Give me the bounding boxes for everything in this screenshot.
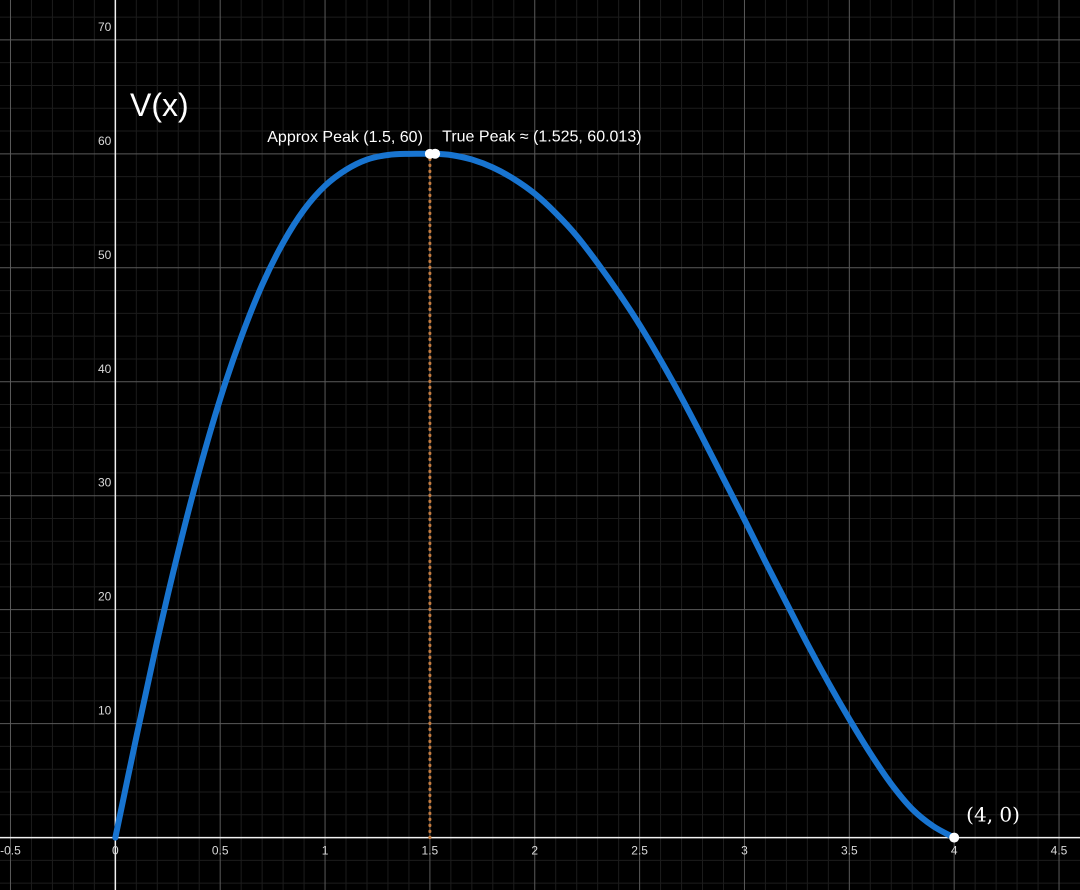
point-label: (4, 0) [966,803,1020,827]
x-tick-label: 0.5 [212,844,229,858]
y-tick-label: 50 [98,248,112,262]
y-tick-label: 10 [98,704,112,718]
x-tick-label: -0.5 [0,844,21,858]
point-label: Approx Peak (1.5, 60) [267,129,423,146]
x-tick-label: 3.5 [841,844,858,858]
points-group[interactable]: Approx Peak (1.5, 60) True Peak ≈ (1.525,… [267,129,1020,843]
point-label: True Peak ≈ (1.525, 60.013) [442,129,641,146]
x-tick-label: 1 [322,844,329,858]
tick-labels: -0.5 0 0.5 1 1.5 2 2.5 3 3.5 4 4.5 10 20 30 40 50 60 70 [0,20,1068,858]
x-tick-label: 4.5 [1051,844,1068,858]
function-curve[interactable] [112,150,958,841]
function-label: V(x) [130,87,189,123]
x-tick-label: 3 [741,844,748,858]
y-tick-label: 30 [98,476,112,490]
y-tick-label: 20 [98,590,112,604]
x-tick-label: 1.5 [422,844,439,858]
curve-group[interactable] [112,150,958,841]
y-tick-label: 60 [98,134,112,148]
x-tick-label: 2 [531,844,538,858]
point-marker[interactable] [949,832,960,843]
x-tick-label: 0 [112,844,119,858]
y-tick-label: 70 [98,20,112,34]
y-tick-label: 40 [98,362,112,376]
x-tick-label: 4 [951,844,958,858]
point-marker[interactable] [430,148,441,159]
x-tick-label: 2.5 [631,844,648,858]
